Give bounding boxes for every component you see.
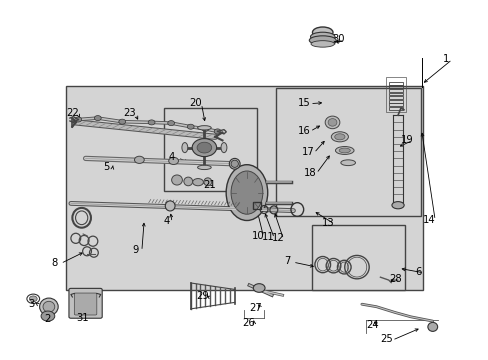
Ellipse shape — [327, 118, 336, 126]
Bar — [388, 100, 403, 103]
Ellipse shape — [331, 132, 347, 142]
Bar — [388, 96, 403, 99]
Text: 6: 6 — [414, 267, 421, 277]
Bar — [386, 77, 405, 112]
Ellipse shape — [230, 171, 263, 214]
Bar — [311, 225, 404, 290]
Text: 7: 7 — [283, 256, 290, 266]
Text: 18: 18 — [304, 168, 316, 178]
Circle shape — [168, 157, 178, 165]
Bar — [388, 103, 403, 106]
Ellipse shape — [339, 148, 349, 153]
FancyBboxPatch shape — [69, 288, 102, 318]
Text: 25: 25 — [379, 334, 392, 344]
Bar — [388, 85, 403, 88]
Text: 21: 21 — [203, 180, 215, 190]
Text: 15: 15 — [297, 98, 310, 108]
Ellipse shape — [340, 160, 355, 166]
Ellipse shape — [427, 323, 437, 331]
Text: 9: 9 — [132, 245, 139, 255]
Text: 14: 14 — [422, 215, 435, 225]
Circle shape — [134, 156, 144, 163]
Bar — [388, 93, 403, 95]
FancyBboxPatch shape — [74, 293, 97, 315]
Ellipse shape — [310, 41, 334, 47]
Circle shape — [94, 116, 101, 121]
Text: 16: 16 — [297, 126, 310, 136]
Text: 4: 4 — [169, 152, 175, 162]
Circle shape — [253, 284, 264, 292]
Text: 29: 29 — [196, 291, 209, 301]
Circle shape — [119, 119, 125, 124]
Text: 11: 11 — [262, 232, 274, 242]
Ellipse shape — [229, 158, 240, 169]
Text: 1: 1 — [442, 54, 449, 64]
Ellipse shape — [334, 134, 345, 140]
Circle shape — [187, 124, 194, 129]
Text: 24: 24 — [366, 320, 378, 330]
Ellipse shape — [165, 201, 175, 211]
Ellipse shape — [40, 298, 58, 315]
Text: 17: 17 — [301, 147, 314, 157]
Text: 10: 10 — [251, 231, 264, 241]
Text: 3: 3 — [29, 299, 35, 309]
Circle shape — [167, 121, 174, 126]
Circle shape — [192, 139, 216, 157]
Text: 4: 4 — [163, 216, 169, 226]
Ellipse shape — [43, 301, 55, 312]
Ellipse shape — [197, 126, 211, 130]
Ellipse shape — [225, 165, 267, 220]
Circle shape — [197, 142, 211, 153]
Ellipse shape — [308, 36, 336, 45]
Text: 20: 20 — [189, 98, 202, 108]
Circle shape — [148, 120, 155, 125]
Circle shape — [202, 126, 208, 131]
Ellipse shape — [197, 165, 211, 170]
Bar — [388, 82, 403, 85]
Circle shape — [41, 311, 55, 321]
Ellipse shape — [310, 32, 334, 41]
Text: 26: 26 — [242, 318, 254, 328]
Ellipse shape — [192, 179, 203, 186]
Circle shape — [29, 296, 37, 302]
Text: 28: 28 — [388, 274, 401, 284]
Text: 19: 19 — [400, 135, 412, 145]
Ellipse shape — [325, 116, 339, 129]
Text: 8: 8 — [52, 258, 58, 268]
Ellipse shape — [183, 177, 192, 186]
Bar — [66, 86, 422, 290]
Ellipse shape — [391, 202, 404, 209]
Circle shape — [75, 117, 81, 122]
Text: 30: 30 — [332, 34, 345, 44]
Text: 2: 2 — [44, 314, 51, 324]
Text: 22: 22 — [66, 108, 79, 118]
Ellipse shape — [335, 147, 353, 154]
Bar — [252, 202, 260, 209]
Ellipse shape — [231, 160, 238, 167]
Bar — [388, 107, 403, 110]
Bar — [163, 108, 256, 191]
Bar — [388, 89, 403, 92]
Ellipse shape — [203, 178, 211, 186]
Text: 23: 23 — [123, 108, 136, 118]
Text: 5: 5 — [103, 162, 110, 172]
Text: 12: 12 — [271, 233, 284, 243]
Text: 31: 31 — [76, 312, 88, 323]
Ellipse shape — [171, 175, 182, 185]
Ellipse shape — [221, 143, 226, 153]
Ellipse shape — [182, 143, 187, 153]
Ellipse shape — [312, 27, 332, 38]
Text: 13: 13 — [322, 218, 334, 228]
Circle shape — [214, 129, 221, 134]
Text: 27: 27 — [248, 303, 261, 313]
Bar — [276, 88, 420, 216]
